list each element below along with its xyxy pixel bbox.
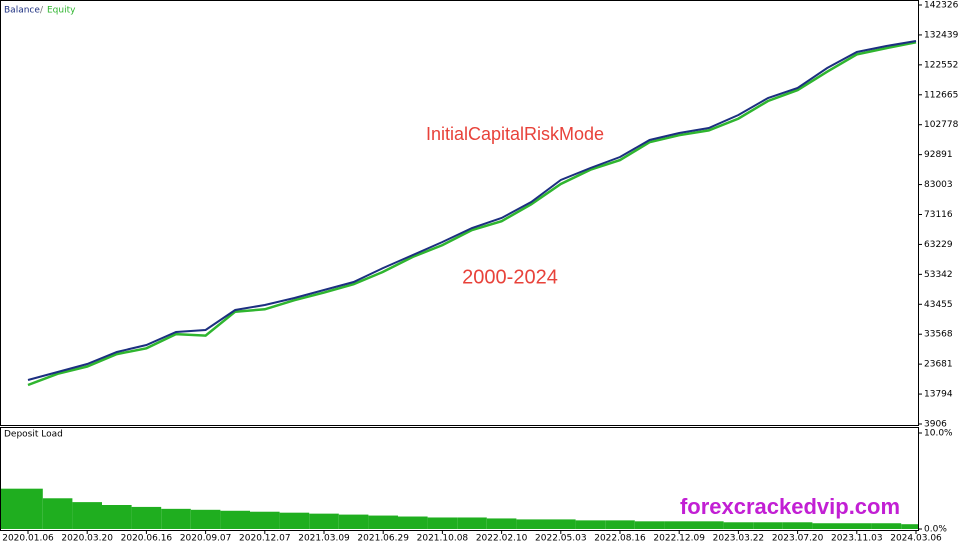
y-tick-label: 23681 [924,360,953,370]
series-line [27,40,917,381]
x-tick-label: 2020.06.16 [121,534,173,543]
bar [1,488,43,529]
bar [812,523,842,529]
y-tick-label: 33568 [924,330,953,340]
annotation: InitialCapitalRiskMode [426,124,604,144]
bar [694,521,724,529]
x-tick-label: 2020.09.07 [180,534,232,543]
y-tick-label: 10.0% [924,429,953,439]
bar [575,520,606,529]
x-tick-label: 2021.06.29 [357,534,409,543]
bar [634,521,665,529]
bar [368,515,398,529]
bar [546,519,576,529]
bar [398,516,428,529]
y-tick-label: 83003 [924,180,953,190]
bar [427,517,458,529]
bar [605,520,635,529]
bar [190,509,221,529]
x-tick-label: 2022.12.09 [653,534,705,543]
bar [338,514,369,529]
y-tick-label: 0.0% [924,525,947,535]
y-tick-label: 122552 [924,60,958,70]
bar [782,522,813,529]
bar [457,517,487,529]
bar [309,513,339,529]
panel-title: Deposit Load [4,430,63,440]
series-line [27,41,917,387]
y-tick-label: 13794 [924,390,953,400]
y-tick-label: 92891 [924,150,953,160]
x-tick-label: 2022.08.16 [594,534,646,543]
watermark: forexcrackedvip.com [680,494,900,519]
bar [871,523,902,529]
x-tick-label: 2020.03.20 [61,534,113,543]
bar [516,519,546,529]
load-panel [0,427,919,531]
bar [42,498,73,529]
x-tick-label: 2022.02.10 [476,534,528,543]
x-tick-label: 2021.10.08 [417,534,469,543]
y-tick-label: 63229 [924,240,953,250]
x-tick-label: 2022.05.03 [535,534,587,543]
y-tick-label: 73116 [924,210,953,220]
legend-equity: Equity [47,6,76,16]
x-tick-label: 2020.01.06 [2,534,54,543]
legend-balance: Balance [4,6,40,16]
x-tick-label: 2023.07.20 [772,534,824,543]
bar [102,505,132,529]
x-tick-label: 2023.11.03 [831,534,883,543]
y-tick-label: 3906 [924,420,947,430]
bar [664,521,694,529]
bar [250,511,280,529]
y-tick-label: 53342 [924,270,953,280]
y-tick-label: 43455 [924,300,953,310]
main-panel [0,0,919,426]
bar [161,508,191,529]
x-tick-label: 2024.03.06 [890,534,942,543]
bar [842,523,872,529]
legend-separator: / [40,6,44,16]
y-tick-label: 112665 [924,90,958,100]
annotation: 2000-2024 [462,266,558,288]
bar [72,502,102,529]
bar [901,524,918,529]
bar [279,512,310,529]
x-tick-label: 2023.03.22 [713,534,765,543]
bar [723,522,754,529]
y-tick-label: 142326 [924,1,959,11]
bar [131,506,162,529]
x-tick-label: 2021.03.09 [298,534,350,543]
y-tick-label: 132439 [924,30,959,40]
y-tick-label: 102778 [924,120,959,130]
x-tick-label: 2020.12.07 [239,534,291,543]
bar [220,510,250,529]
bar [753,522,783,529]
bar [486,518,517,529]
